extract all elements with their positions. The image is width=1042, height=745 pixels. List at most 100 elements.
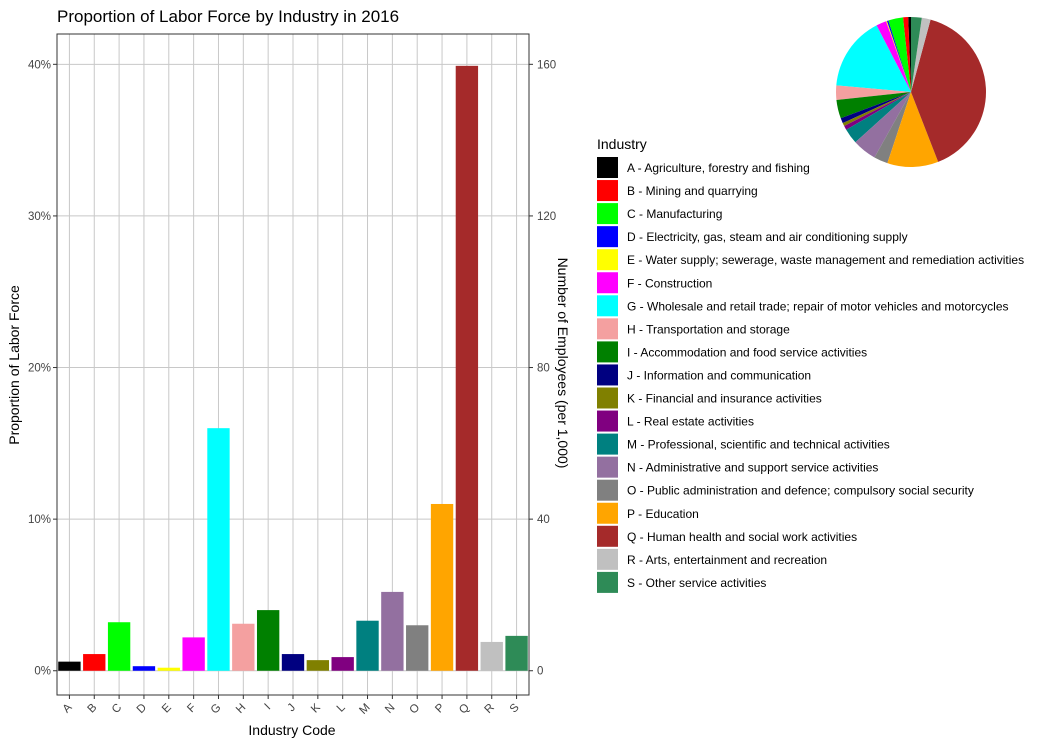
pie-slice-J [840, 92, 911, 124]
bar-L [331, 657, 354, 671]
y-tick-label: 10% [28, 514, 51, 526]
y2-tick-label: 40 [537, 514, 550, 526]
x-tick-label: S [508, 701, 522, 715]
x-tick-label: I [263, 702, 274, 713]
legend-label: F - Construction [627, 276, 712, 290]
x-tick-label: M [357, 702, 372, 717]
y-tick-label: 20% [28, 363, 51, 375]
legend-swatch [597, 180, 618, 202]
x-tick-label: E [160, 701, 174, 715]
bar-B [83, 654, 106, 671]
legend-swatch [597, 249, 618, 271]
x-tick-label: K [309, 701, 323, 715]
legend-label: C - Manufacturing [627, 207, 722, 221]
x-tick-label: Q [457, 702, 472, 717]
legend-label: D - Electricity, gas, steam and air cond… [627, 230, 908, 244]
legend-label: O - Public administration and defence; c… [627, 484, 974, 498]
x-tick-label: N [383, 702, 397, 716]
y2-axis-title: Number of Employees (per 1,000) [555, 258, 571, 469]
legend-label: H - Transportation and storage [627, 322, 790, 336]
x-tick-label: F [185, 702, 198, 715]
legend-swatch [597, 525, 618, 547]
y-tick-label: 30% [28, 211, 51, 223]
legend-swatch [597, 203, 618, 225]
legend-label: A - Agriculture, forestry and fishing [627, 161, 810, 175]
y-tick-label: 0% [34, 666, 51, 678]
legend-swatch [597, 226, 618, 248]
pie-slice-E [886, 20, 911, 92]
bar-M [356, 620, 379, 671]
pie-slice-D [886, 20, 911, 92]
pie-slice-R [911, 17, 931, 92]
legend-title: Industry [597, 136, 647, 152]
legend-label: P - Education [627, 507, 699, 521]
pie-slice-B [903, 17, 911, 92]
x-tick-label: H [234, 702, 248, 716]
legend-swatch [597, 318, 618, 340]
bar-A [58, 661, 81, 671]
bar-J [281, 654, 305, 671]
y-axis-title: Proportion of Labor Force [6, 285, 22, 445]
pie-slice-S [911, 17, 922, 92]
bar-O [406, 625, 429, 671]
legend-label: B - Mining and quarrying [627, 184, 758, 198]
legend-swatch [597, 157, 618, 178]
legend-swatch [597, 571, 618, 593]
legend-label: G - Wholesale and retail trade; repair o… [627, 299, 1009, 313]
legend-swatch [597, 295, 618, 317]
legend-swatch [597, 433, 618, 455]
y2-tick-label: 120 [537, 211, 556, 223]
legend-swatch [597, 410, 618, 432]
bar-H [232, 623, 255, 671]
bar-G [207, 428, 230, 671]
bar-N [381, 591, 404, 671]
x-tick-label: P [433, 701, 447, 715]
bar-E [157, 667, 180, 671]
pie-slice-O [874, 92, 911, 164]
bar-Q [455, 65, 479, 671]
pie-slice-Q [911, 19, 986, 162]
legend: Industry A - Agriculture, forestry and f… [597, 136, 1024, 593]
bar-plot: 0% 10% 20% 30% 40% 0 40 80 120 160 A B C D E F G H I J K L M N O… [28, 33, 556, 717]
legend-label: S - Other service activities [627, 576, 766, 590]
legend-label: K - Financial and insurance activities [627, 392, 822, 406]
pie-slice-A [908, 17, 911, 92]
legend-swatch [597, 548, 618, 570]
legend-swatch [597, 502, 618, 524]
y-tick-label: 40% [28, 59, 51, 71]
legend-label: I - Accommodation and food service activ… [627, 345, 867, 359]
pie-slice-N [855, 92, 911, 158]
pie-chart [836, 17, 986, 167]
legend-label: N - Administrative and support service a… [627, 461, 878, 475]
legend-swatch [597, 456, 618, 478]
legend-label: R - Arts, entertainment and recreation [627, 553, 827, 567]
legend-label: Q - Human health and social work activit… [627, 530, 857, 544]
pie-slice-I [836, 92, 911, 119]
x-tick-label: D [135, 702, 149, 716]
pie-slice-K [842, 92, 911, 127]
legend-swatch [597, 272, 618, 294]
bar-P [430, 503, 454, 671]
bar-D [132, 666, 156, 671]
x-tick-label: C [110, 702, 124, 716]
y2-tick-label: 160 [537, 59, 556, 71]
pie-slice-L [844, 92, 911, 130]
x-tick-label: L [335, 701, 348, 714]
pie-slice-F [876, 21, 911, 92]
pie-slice-C [888, 17, 911, 92]
x-tick-label: J [286, 702, 299, 715]
x-tick-label: R [482, 702, 496, 716]
pie-slice-M [846, 92, 911, 143]
x-tick-label: G [209, 702, 224, 717]
bar-C [107, 622, 131, 671]
y2-tick-label: 80 [537, 363, 550, 375]
pie-slice-H [836, 85, 911, 100]
bar-I [256, 610, 280, 671]
legend-swatch [597, 364, 618, 386]
x-axis-title: Industry Code [248, 722, 335, 738]
legend-swatch [597, 479, 618, 501]
legend-label: M - Professional, scientific and technic… [627, 438, 890, 452]
y2-tick-label: 0 [537, 666, 543, 678]
legend-swatch [597, 341, 618, 363]
